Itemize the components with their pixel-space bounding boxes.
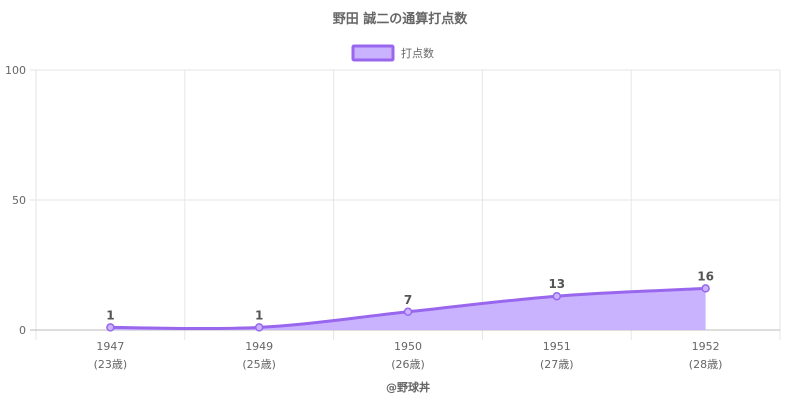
data-label: 1 [255,308,263,322]
x-tick-label: 1951 [543,340,571,353]
y-tick-label: 100 [5,64,26,77]
legend-swatch [351,44,395,62]
data-point [403,307,413,317]
data-label: 1 [106,308,114,322]
x-tick-label: 1952 [692,340,720,353]
y-tick-label: 50 [12,194,26,207]
x-tick-label: 1947 [96,340,124,353]
data-marks: 1 1 7 13 16 [106,269,714,332]
x-tick-sublabel: (28歳) [689,358,723,371]
x-tick-label: 1949 [245,340,273,353]
data-label: 13 [548,277,565,291]
x-tick-sublabel: (27歳) [540,358,574,371]
tick-labels: 0 50 100 1947 (23歳) 1949 (25歳) 1950 (26歳) 1951 (27… [5,64,722,371]
legend[interactable]: 打点数 [351,44,434,62]
y-tick-label: 0 [19,324,26,337]
chart-title: 野田 誠二の通算打点数 [333,11,469,27]
data-label: 7 [404,293,412,307]
data-point [106,323,115,332]
credit-label: @野球丼 [386,380,430,394]
x-tick-sublabel: (26歳) [391,358,425,371]
x-tick-sublabel: (25歳) [242,358,276,371]
data-point [254,323,264,332]
data-point [701,284,710,293]
data-point [552,291,562,301]
data-label: 16 [697,269,714,283]
x-tick-label: 1950 [394,340,422,353]
legend-label: 打点数 [401,46,434,60]
x-tick-sublabel: (23歳) [94,358,128,371]
